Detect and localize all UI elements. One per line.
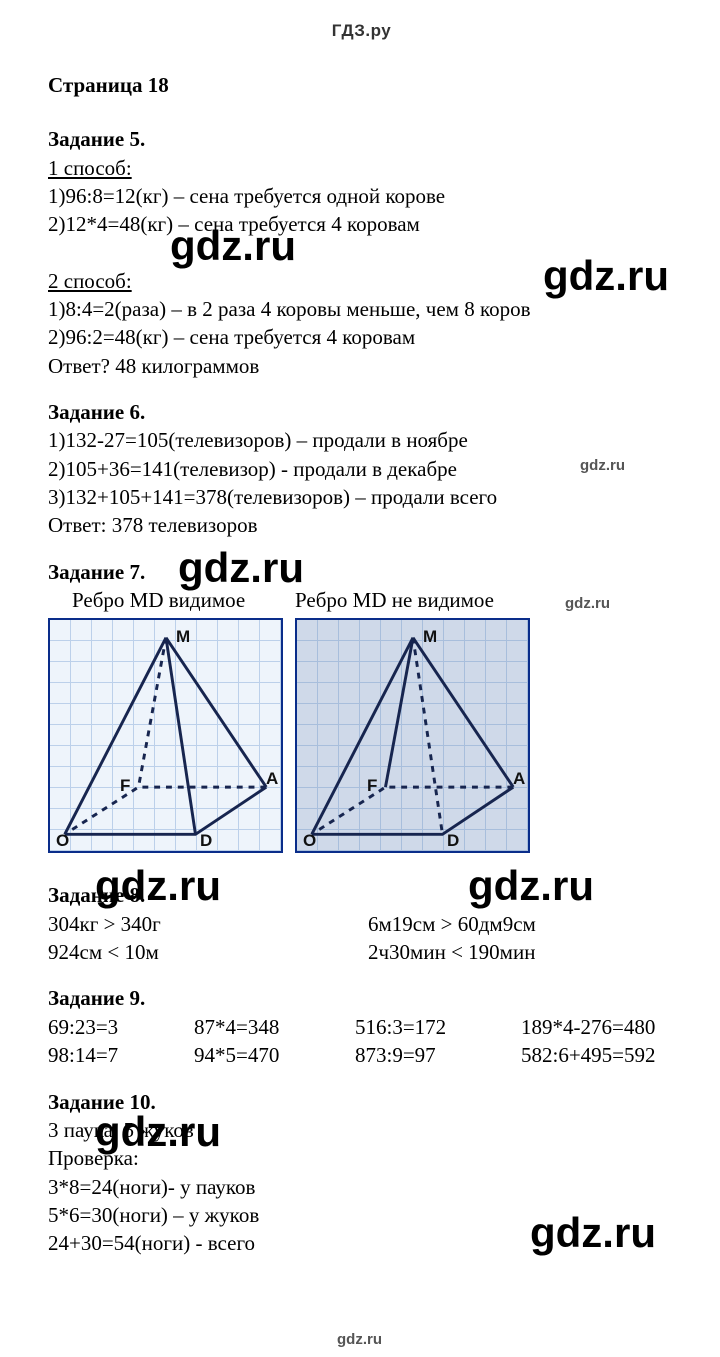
lbl-D: D (200, 830, 212, 853)
task7-cap-right: Ребро MD не видимое (295, 586, 530, 614)
lbl-O: O (56, 830, 69, 853)
task5-m1-line1: 1)96:8=12(кг) – сена требуется одной кор… (48, 182, 675, 210)
lbl-A: A (266, 768, 278, 791)
t9-r1c1: 69:23=3 (48, 1013, 188, 1041)
task9-grid: 69:23=3 87*4=348 516:3=172 189*4-276=480… (48, 1013, 675, 1070)
task5-method1-label: 1 способ: (48, 154, 675, 182)
t9-r2c3: 873:9=97 (355, 1041, 515, 1069)
t9-r2c2: 94*5=470 (194, 1041, 349, 1069)
task6-answer: Ответ: 378 телевизоров (48, 511, 675, 539)
task7-diagrams: M A D O F M A D O F (48, 618, 675, 853)
page-title: Страница 18 (48, 71, 675, 99)
task10-line5: 24+30=54(ноги) - всего (48, 1229, 675, 1257)
t9-r1c2: 87*4=348 (194, 1013, 349, 1041)
task5-answer: Ответ? 48 килограммов (48, 352, 675, 380)
pyramid-right: M A D O F (295, 618, 530, 853)
task5-m1-line2: 2)12*4=48(кг) – сена требуется 4 коровам (48, 210, 675, 238)
watermark-footer: gdz.ru (337, 1330, 382, 1350)
task10-line2: Проверка: (48, 1144, 675, 1172)
t8-r2c1: 924см < 10м (48, 938, 358, 966)
pyramid-left: M A D O F (48, 618, 283, 853)
task6-line2: 2)105+36=141(телевизор) - продали в дека… (48, 455, 675, 483)
task10-line1: 3 паука, 5 жуков (48, 1116, 675, 1144)
t9-r2c4: 582:6+495=592 (521, 1041, 675, 1069)
t8-r2c2: 2ч30мин < 190мин (368, 938, 675, 966)
task6-title: Задание 6. (48, 398, 675, 426)
task9-title: Задание 9. (48, 984, 675, 1012)
task10-title: Задание 10. (48, 1088, 675, 1116)
task6-line3: 3)132+105+141=378(телевизоров) – продали… (48, 483, 675, 511)
task5-method2-label: 2 способ: (48, 267, 675, 295)
lbl-F: F (367, 775, 377, 798)
task7-captions: Ребро MD видимое Ребро MD не видимое (48, 586, 675, 614)
task6-line1: 1)132-27=105(телевизоров) – продали в но… (48, 426, 675, 454)
task5-title: Задание 5. (48, 125, 675, 153)
task5-m2-line1: 1)8:4=2(раза) – в 2 раза 4 коровы меньше… (48, 295, 675, 323)
t8-r1c2: 6м19см > 60дм9см (368, 910, 675, 938)
lbl-F: F (120, 775, 130, 798)
task7-cap-left: Ребро MD видимое (48, 586, 283, 614)
lbl-M: M (423, 626, 437, 649)
t9-r1c3: 516:3=172 (355, 1013, 515, 1041)
lbl-D: D (447, 830, 459, 853)
task8-title: Задание 8. (48, 881, 675, 909)
t9-r1c4: 189*4-276=480 (521, 1013, 675, 1041)
t9-r2c1: 98:14=7 (48, 1041, 188, 1069)
t8-r1c1: 304кг > 340г (48, 910, 358, 938)
task10-line4: 5*6=30(ноги) – у жуков (48, 1201, 675, 1229)
lbl-A: A (513, 768, 525, 791)
lbl-O: O (303, 830, 316, 853)
task5-m2-line2: 2)96:2=48(кг) – сена требуется 4 коровам (48, 323, 675, 351)
lbl-M: M (176, 626, 190, 649)
site-header: ГДЗ.ру (48, 20, 675, 43)
task8-grid: 304кг > 340г 6м19см > 60дм9см 924см < 10… (48, 910, 675, 967)
task10-line3: 3*8=24(ноги)- у пауков (48, 1173, 675, 1201)
task7-title: Задание 7. (48, 558, 675, 586)
